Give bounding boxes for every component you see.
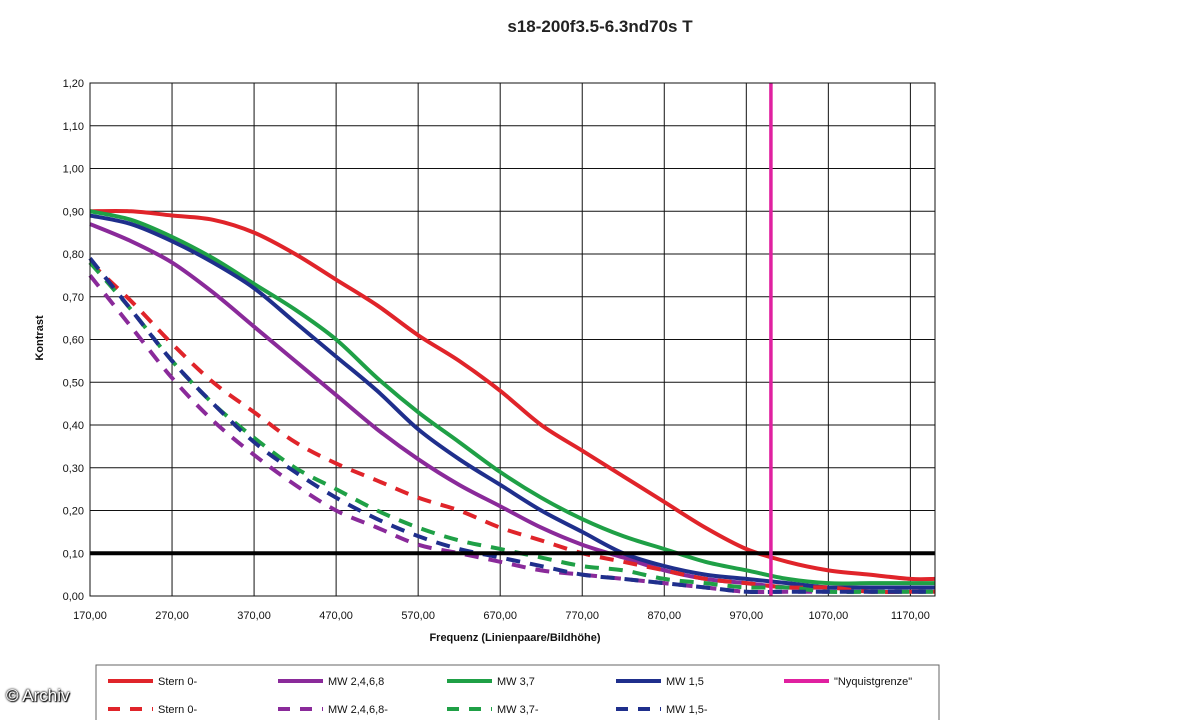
series-line-dashed-7 <box>88 257 935 595</box>
legend-label: MW 2,4,6,8 <box>328 676 384 688</box>
y-tick-label: 0,10 <box>63 548 84 560</box>
reference-lines <box>90 83 935 596</box>
y-tick-labels: 0,00 0,10 0,20 0,30 0,40 0,50 0,60 0,70 0,80 0,90… <box>63 78 84 603</box>
legend-label: MW 1,5- <box>666 704 708 716</box>
y-tick-label: 0,70 <box>63 292 84 304</box>
watermark: © Archiv <box>6 686 70 705</box>
legend-label: Stern 0- <box>158 704 197 716</box>
y-tick-label: 0,00 <box>63 591 84 603</box>
x-tick-label: 970,00 <box>729 610 763 622</box>
legend-label: "Nyquistgrenze" <box>834 676 912 688</box>
legend-label: MW 3,7- <box>497 704 539 716</box>
x-tick-label: 370,00 <box>237 610 271 622</box>
y-tick-label: 0,90 <box>63 206 84 218</box>
y-axis-label: Kontrast <box>34 315 46 361</box>
legend-label: MW 1,5 <box>666 676 704 688</box>
series-line-dashed-5 <box>88 274 935 595</box>
series-line-dashed-4 <box>88 261 935 595</box>
legend-label: Stern 0- <box>158 676 197 688</box>
legend-label: MW 2,4,6,8- <box>328 704 388 716</box>
y-tick-label: 1,10 <box>63 121 84 133</box>
plot-frame <box>89 82 936 597</box>
y-tick-label: 0,80 <box>63 249 84 261</box>
y-tick-label: 0,40 <box>63 420 84 432</box>
y-tick-label: 0,50 <box>63 377 84 389</box>
x-tick-label: 870,00 <box>647 610 681 622</box>
legend: Stern 0- MW 2,4,6,8 MW 3,7 MW 1,5 "Nyquistgr… <box>95 664 940 720</box>
x-tick-label: 570,00 <box>401 610 435 622</box>
legend-label: MW 3,7 <box>497 676 535 688</box>
legend-box <box>95 664 940 720</box>
x-tick-label: 670,00 <box>483 610 517 622</box>
series-line-solid-0 <box>89 208 936 582</box>
x-tick-label: 1070,00 <box>808 610 848 622</box>
y-tick-label: 1,00 <box>63 164 84 176</box>
series-line-solid-3 <box>89 213 935 590</box>
x-tick-labels: 170,00 270,00 370,00 470,00 570,00 670,00 770,… <box>73 610 930 622</box>
chart-title: s18-200f3.5-6.3nd70s T <box>507 17 693 36</box>
series-line-dashed-6 <box>88 261 935 595</box>
y-tick-label: 1,20 <box>63 78 84 90</box>
x-tick-label: 1170,00 <box>891 610 930 622</box>
x-tick-label: 470,00 <box>319 610 353 622</box>
y-tick-label: 0,60 <box>63 335 84 347</box>
grid <box>89 82 935 597</box>
x-tick-label: 170,00 <box>73 610 107 622</box>
x-tick-label: 270,00 <box>155 610 189 622</box>
x-tick-label: 770,00 <box>565 610 599 622</box>
y-tick-label: 0,20 <box>63 506 84 518</box>
x-axis-label: Frequenz (Linienpaare/Bildhöhe) <box>429 632 600 644</box>
y-tick-label: 0,30 <box>63 463 84 475</box>
series-layer <box>88 208 936 595</box>
series-line-solid-2 <box>89 209 935 586</box>
